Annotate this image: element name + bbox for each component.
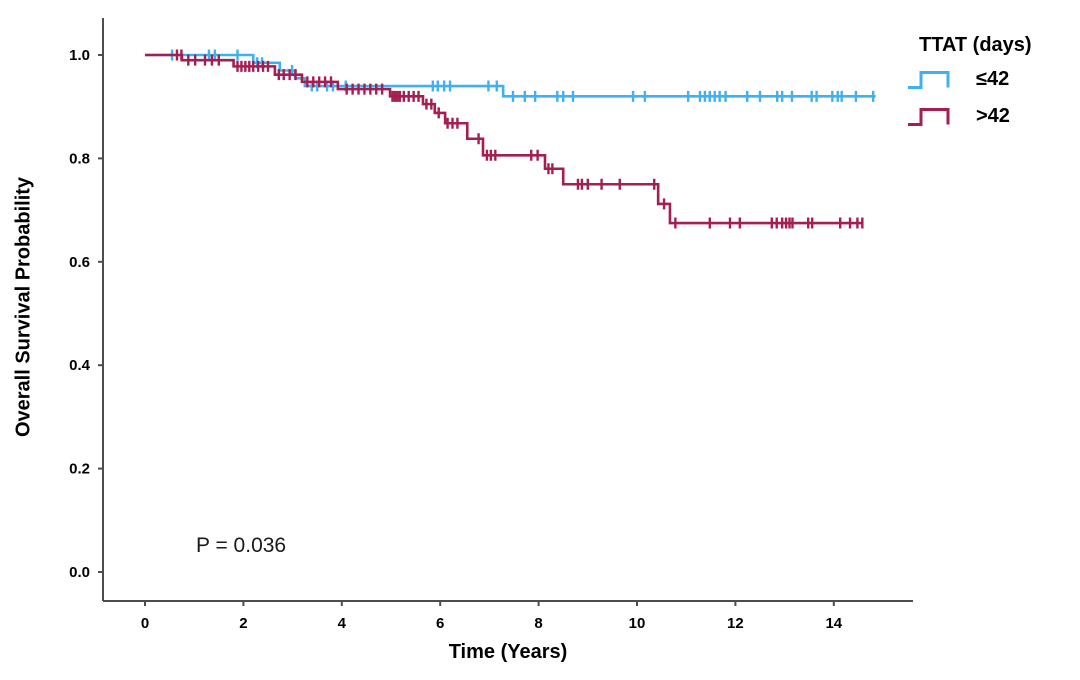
legend: TTAT (days) ≤42 >42 [906, 34, 1078, 139]
x-tick-label: 10 [629, 615, 646, 632]
y-tick-label: 0.0 [69, 564, 90, 581]
legend-label-gt42: >42 [976, 104, 1010, 127]
legend-label-le42: ≤42 [976, 67, 1010, 90]
x-tick-label: 0 [141, 615, 149, 632]
legend-item-le42: ≤42 [906, 65, 1078, 93]
x-tick-label: 2 [239, 615, 247, 632]
km-curve-le42 [145, 53, 876, 98]
p-value-annotation: P = 0.036 [196, 534, 287, 557]
step-line-icon [908, 70, 950, 89]
x-tick-label: 4 [338, 615, 347, 632]
y-tick-label: 0.2 [69, 461, 90, 478]
x-tick-label: 6 [436, 615, 444, 632]
y-tick-label: 0.8 [69, 150, 90, 167]
x-tick-label: 12 [727, 615, 744, 632]
y-axis-title: Overall Survival Probability [12, 176, 35, 438]
x-tick-label: 14 [825, 615, 842, 632]
step-line-icon [908, 107, 950, 126]
x-axis-title: Time (Years) [448, 641, 568, 663]
y-tick-label: 1.0 [69, 47, 90, 64]
legend-item-gt42: >42 [906, 102, 1078, 130]
censor-marks-gt42 [175, 49, 864, 229]
y-tick-label: 0.6 [69, 254, 90, 271]
x-tick-label: 8 [534, 615, 542, 632]
legend-title: TTAT (days) [919, 34, 1032, 56]
y-tick-label: 0.4 [69, 357, 91, 374]
km-curve-gt42 [145, 53, 864, 225]
